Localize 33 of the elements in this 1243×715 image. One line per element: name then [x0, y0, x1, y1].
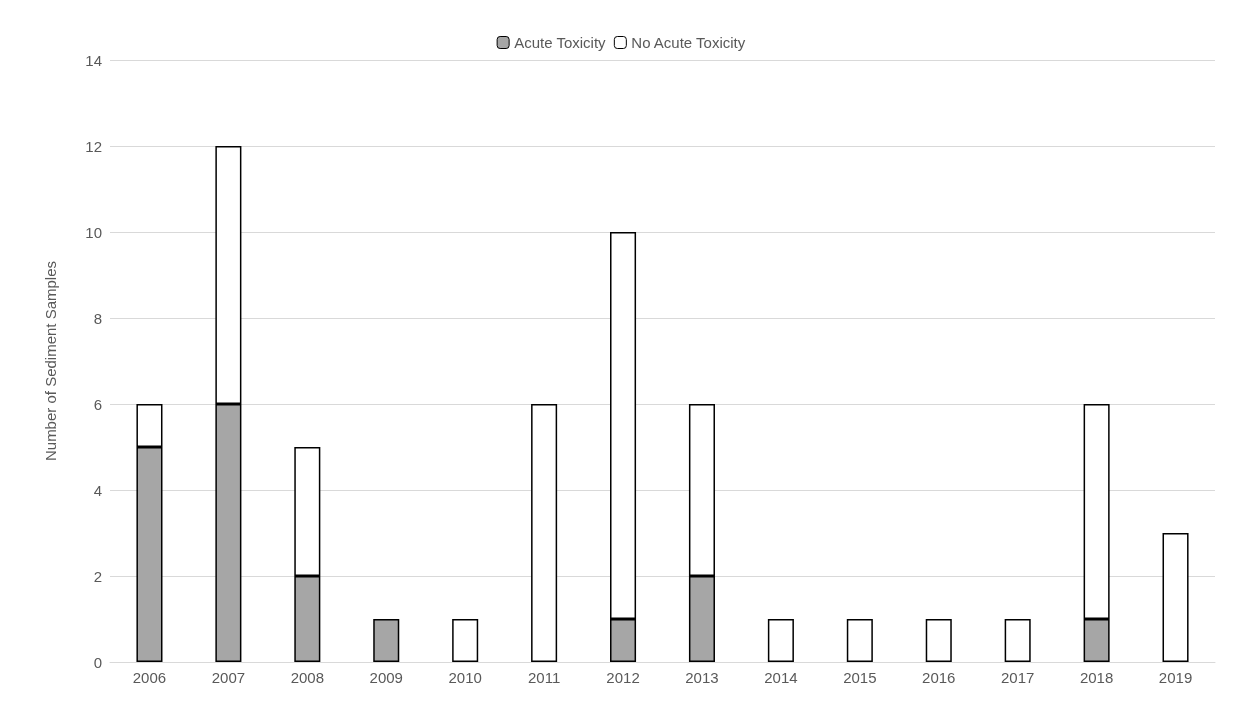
x-tick-label: 2013: [685, 669, 719, 686]
y-tick-label: 12: [85, 137, 102, 155]
x-tick-label: 2011: [527, 669, 561, 686]
y-tick-label: 10: [85, 223, 102, 241]
bar: [925, 619, 952, 662]
bar: [1162, 533, 1189, 662]
x-tick-label: 2008: [290, 669, 325, 686]
bar: [452, 619, 479, 662]
x-tick-label: 2010: [448, 669, 482, 686]
legend-label: No Acute Toxicity: [631, 34, 746, 51]
bar: [846, 619, 873, 662]
bar: [767, 619, 794, 662]
x-tick-label: 2009: [369, 669, 403, 686]
x-tick-label: 2012: [606, 669, 640, 686]
y-axis-title: Number of Sediment Samples: [42, 260, 59, 462]
x-tick-label: 2016: [922, 669, 956, 686]
y-tick-label: 2: [93, 567, 102, 585]
y-tick-label: 14: [85, 51, 102, 69]
bar: [531, 404, 558, 662]
bar: [1004, 619, 1031, 662]
x-tick-label: 2014: [764, 669, 798, 686]
y-tick-label: 4: [93, 481, 102, 499]
x-tick-label: 2007: [211, 669, 246, 686]
bar: [373, 619, 400, 662]
y-tick-label: 6: [93, 395, 102, 413]
x-tick-label: 2018: [1079, 669, 1114, 686]
y-tick-label: 0: [93, 653, 102, 671]
x-tick-label: 2019: [1158, 669, 1193, 686]
x-tick-label: 2017: [1000, 669, 1035, 686]
x-tick-label: 2006: [132, 669, 167, 686]
legend-label: Acute Toxicity: [514, 34, 607, 51]
y-tick-label: 8: [93, 309, 102, 327]
x-tick-label: 2015: [843, 669, 877, 686]
